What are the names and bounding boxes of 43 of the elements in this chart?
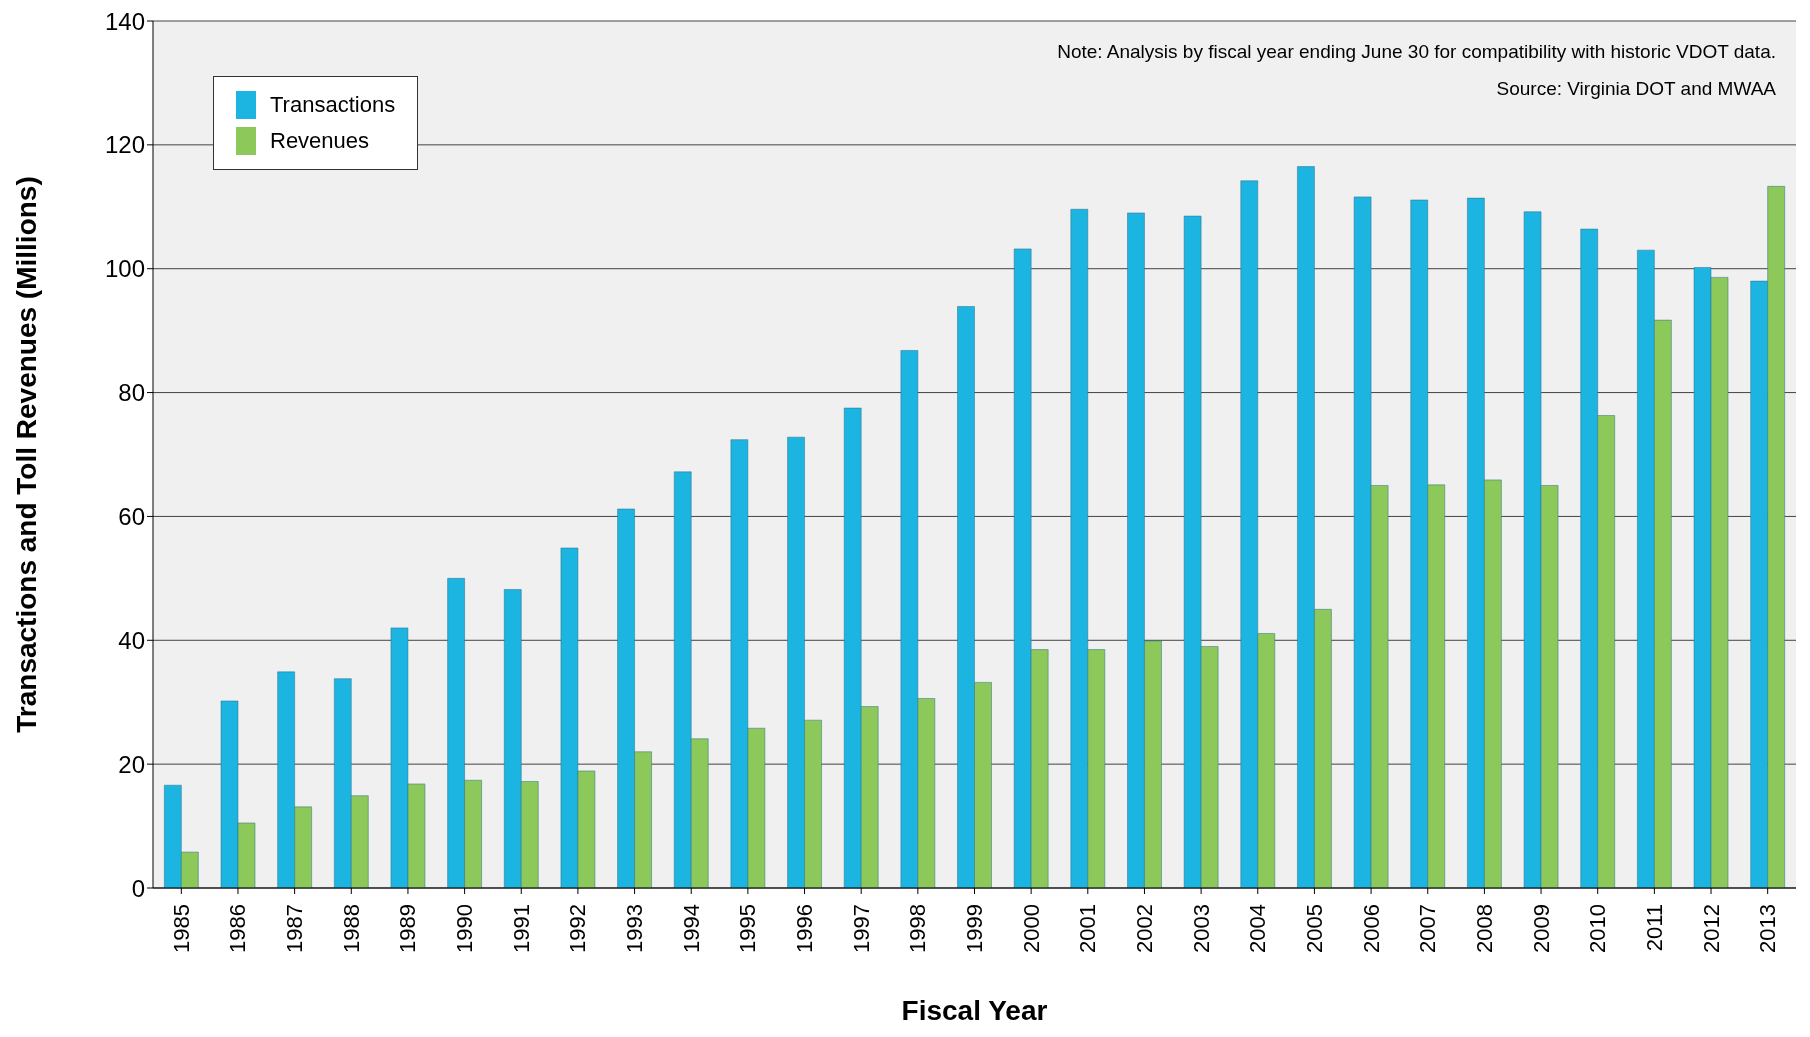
x-tick-label: 2004 — [1245, 904, 1271, 953]
x-tick-label: 1985 — [168, 904, 194, 953]
x-tick-label: 1995 — [735, 904, 761, 953]
y-tick-label: 120 — [104, 131, 145, 159]
legend-label: Transactions — [270, 92, 396, 118]
x-tick-label: 1986 — [225, 904, 251, 953]
annotation: Note: Analysis by fiscal year ending June 30 for compatibility with historic VDOT data. — [1057, 40, 1776, 64]
x-tick-label: 2009 — [1528, 904, 1554, 953]
x-tick-label: 1994 — [678, 904, 704, 953]
y-tick-label: 20 — [118, 750, 145, 778]
x-tick-label: 1988 — [338, 904, 364, 953]
x-tick-label: 2001 — [1075, 904, 1101, 953]
x-tick-label: 2006 — [1358, 904, 1384, 953]
y-tick-label: 60 — [118, 502, 145, 530]
y-tick-label: 0 — [131, 874, 145, 902]
x-tick-label: 1990 — [452, 904, 478, 953]
x-tick-label: 2011 — [1641, 904, 1667, 952]
x-tick-label: 1997 — [848, 904, 874, 953]
x-tick-label: 1991 — [508, 904, 534, 953]
x-tick-label: 2010 — [1585, 904, 1611, 953]
y-tick-label: 100 — [104, 255, 145, 283]
x-tick-label: 2005 — [1301, 904, 1327, 953]
x-tick-label: 2008 — [1471, 904, 1497, 953]
x-tick-label: 1989 — [395, 904, 421, 953]
x-tick-label: 1996 — [792, 904, 818, 953]
x-tick-label: 1992 — [565, 904, 591, 953]
x-tick-label: 2012 — [1698, 904, 1724, 953]
y-tick-label: 40 — [118, 626, 145, 654]
y-tick-label: 80 — [118, 379, 145, 407]
x-tick-label: 2002 — [1131, 904, 1157, 953]
x-tick-label: 1993 — [622, 904, 648, 953]
x-tick-label: 1999 — [962, 904, 987, 953]
x-tick-label: 1987 — [282, 904, 308, 953]
x-tick-label: 1998 — [905, 904, 931, 953]
y-axis-title: Transactions and Toll Revenues (Millions) — [10, 176, 42, 733]
y-tick-label: 140 — [104, 7, 145, 35]
annotation: Source: Virginia DOT and MWAA — [1495, 77, 1776, 101]
legend-label: Revenues — [270, 128, 370, 154]
x-tick-label: 2007 — [1415, 904, 1441, 953]
x-tick-label: 2003 — [1188, 904, 1214, 953]
x-axis-title: Fiscal Year — [901, 995, 1048, 1026]
x-tick-label: 2000 — [1018, 904, 1044, 953]
x-tick-label: 2013 — [1755, 904, 1781, 953]
